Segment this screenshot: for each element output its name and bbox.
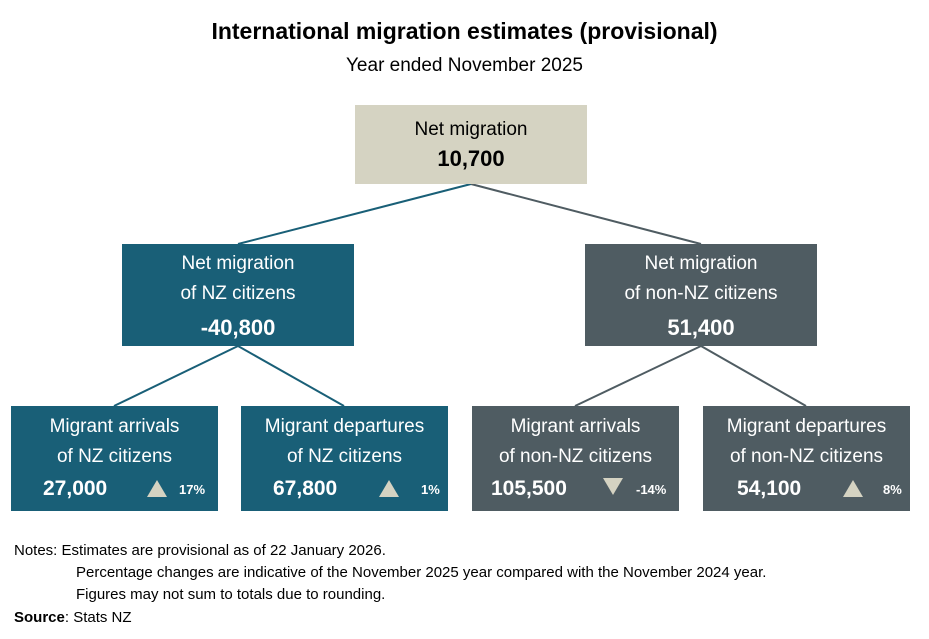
leaf-value: 105,500 (491, 477, 567, 500)
non-nz-arrivals-box: Migrant arrivals of non-NZ citizens 105,… (472, 406, 679, 511)
nz-citizens-box: Net migration of NZ citizens -40,800 (122, 244, 354, 346)
non-nz-citizens-label-line1: Net migration (644, 253, 758, 274)
leaf-value: 27,000 (43, 477, 108, 500)
notes-prefix: Notes: (14, 542, 58, 559)
leaf-label-line2: of NZ citizens (56, 446, 173, 467)
leaf-label-line1: Migrant arrivals (49, 416, 180, 437)
notes: Notes: Estimates are provisional as of 2… (14, 540, 766, 606)
nz-citizens-label-line1: Net migration (181, 253, 295, 274)
connector-nonnz-arrivals (574, 345, 702, 407)
connector-nz-departures (237, 345, 345, 407)
leaf-change: -14% (636, 482, 667, 497)
non-nz-citizens-label-line2: of non-NZ citizens (624, 283, 778, 304)
non-nz-citizens-value: 51,400 (667, 315, 735, 340)
non-nz-citizens-box: Net migration of non-NZ citizens 51,400 (585, 244, 817, 346)
leaf-change: 8% (883, 482, 902, 497)
net-migration-value: 10,700 (437, 146, 505, 171)
connector-root-nz (237, 183, 472, 245)
notes-line2: Percentage changes are indicative of the… (76, 564, 767, 581)
leaf-label-line1: Migrant departures (726, 416, 887, 437)
leaf-label: Migrant departures of non-NZ citizens (703, 412, 910, 472)
source-label: Source (14, 609, 65, 626)
leaf-change: 1% (421, 482, 440, 497)
leaf-label-line1: Migrant departures (264, 416, 425, 437)
nz-arrivals-box: Migrant arrivals of NZ citizens 27,000 1… (11, 406, 218, 511)
nz-citizens-label-line2: of NZ citizens (180, 283, 296, 304)
connector-root-nonnz (470, 183, 702, 245)
up-arrow-icon (147, 480, 167, 497)
leaf-value: 67,800 (273, 477, 338, 500)
nz-citizens-value: -40,800 (200, 315, 276, 340)
leaf-label-line2: of non-NZ citizens (498, 446, 653, 467)
chart-title: International migration estimates (provi… (211, 18, 718, 44)
down-arrow-icon (603, 478, 623, 495)
leaf-value: 54,100 (737, 477, 802, 500)
net-migration-label: Net migration (414, 119, 528, 140)
nz-departures-box: Migrant departures of NZ citizens 67,800… (241, 406, 448, 511)
net-migration-box: Net migration 10,700 (355, 105, 587, 184)
leaf-label-line2: of NZ citizens (286, 446, 403, 467)
leaf-label-line1: Migrant arrivals (510, 416, 641, 437)
leaf-label-line2: of non-NZ citizens (729, 446, 884, 467)
notes-line1: Estimates are provisional as of 22 Janua… (61, 542, 386, 559)
source: Source: Stats NZ (14, 609, 132, 626)
leaf-label: Migrant departures of NZ citizens (241, 412, 448, 472)
leaf-label: Migrant arrivals of non-NZ citizens (472, 412, 679, 472)
connector-nonnz-departures (700, 345, 807, 407)
chart-subtitle: Year ended November 2025 (346, 55, 583, 76)
non-nz-departures-box: Migrant departures of non-NZ citizens 54… (703, 406, 910, 511)
leaf-label: Migrant arrivals of NZ citizens (11, 412, 218, 472)
notes-line3: Figures may not sum to totals due to rou… (76, 586, 386, 603)
up-arrow-icon (379, 480, 399, 497)
source-text: : Stats NZ (64, 609, 132, 626)
leaf-change: 17% (179, 482, 206, 497)
connector-nz-arrivals (113, 345, 239, 407)
up-arrow-icon (843, 480, 863, 497)
